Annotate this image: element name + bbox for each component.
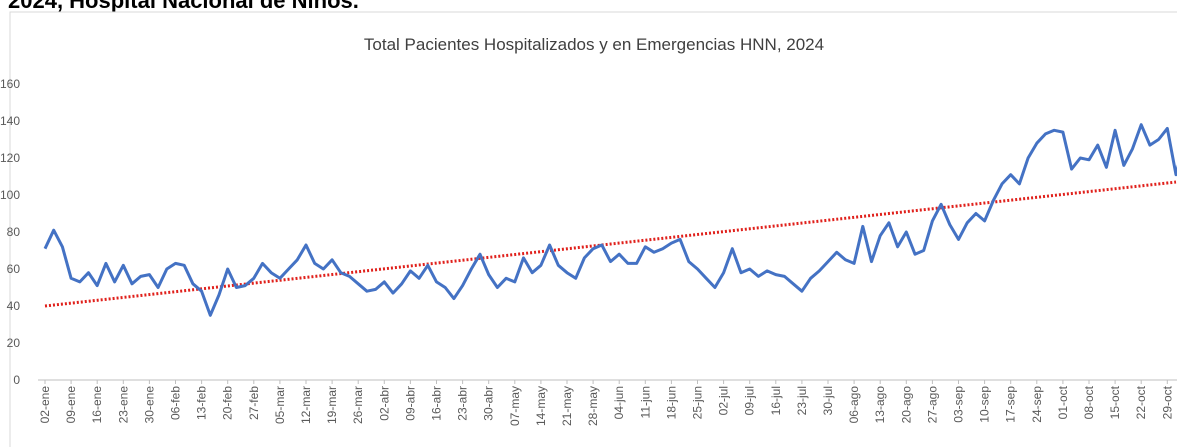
x-tick-label: 20-feb	[221, 386, 235, 420]
x-tick-label: 07-may	[508, 386, 522, 426]
x-tick-label: 16-jul	[769, 386, 783, 415]
data-line	[43, 123, 1177, 317]
y-tick-label: 80	[7, 225, 21, 239]
x-tick-label: 05-mar	[273, 386, 287, 424]
x-tick-label: 06-feb	[169, 386, 183, 420]
x-tick-label: 13-feb	[195, 386, 209, 420]
x-tick-label: 03-sep	[952, 386, 966, 423]
x-tick-label: 02-ene	[38, 386, 52, 424]
x-tick-label: 24-sep	[1030, 386, 1044, 423]
y-tick-label: 60	[7, 262, 21, 276]
x-tick-label: 08-oct	[1082, 385, 1096, 419]
x-tick-label: 10-sep	[978, 386, 992, 423]
x-tick-label: 18-jun	[664, 386, 678, 419]
x-tick-label: 02-abr	[377, 386, 391, 421]
chart-title: Total Pacientes Hospitalizados y en Emer…	[364, 35, 824, 54]
chart-frame	[9, 11, 1177, 447]
y-tick-label: 160	[0, 77, 20, 91]
x-tick-label: 29-oct	[1160, 385, 1174, 419]
x-tick-label: 23-ene	[116, 386, 130, 424]
y-tick-label: 20	[7, 336, 21, 350]
x-tick-label: 09-jul	[743, 386, 757, 415]
x-tick-label: 30-jul	[821, 386, 835, 415]
x-tick-label: 16-ene	[90, 386, 104, 424]
x-tick-label: 19-mar	[325, 386, 339, 424]
y-tick-label: 120	[0, 151, 20, 165]
x-tick-label: 14-may	[534, 386, 548, 426]
y-tick-label: 100	[0, 188, 20, 202]
x-tick-label: 09-abr	[403, 386, 417, 421]
x-tick-label: 02-jul	[717, 386, 731, 415]
trend-line	[44, 180, 1177, 308]
x-tick-label: 13-ago	[873, 386, 887, 424]
x-tick-label: 30-ene	[142, 386, 156, 424]
x-tick-label: 20-ago	[899, 386, 913, 424]
x-tick-label: 28-may	[586, 386, 600, 426]
x-tick-label: 27-feb	[247, 386, 261, 420]
x-tick-label: 17-sep	[1004, 386, 1018, 423]
y-tick-label: 140	[0, 114, 20, 128]
x-tick-label: 23-abr	[456, 386, 470, 421]
x-tick-label: 16-abr	[430, 386, 444, 421]
x-tick-label: 04-jun	[612, 386, 626, 419]
x-tick-label: 30-abr	[482, 386, 496, 421]
x-tick-label: 12-mar	[299, 386, 313, 424]
header-text: 2024, Hospital Nacional de Niños.	[8, 0, 359, 13]
x-tick-label: 22-oct	[1134, 385, 1148, 419]
y-tick-label: 40	[7, 299, 21, 313]
x-tick-label: 26-mar	[351, 386, 365, 424]
x-tick-label: 15-oct	[1108, 385, 1122, 419]
y-tick-label: 0	[13, 373, 20, 387]
x-tick-label: 11-jun	[638, 386, 652, 418]
x-tick-label: 01-oct	[1056, 385, 1070, 419]
x-tick-label: 09-ene	[64, 386, 78, 424]
x-tick-label: 27-ago	[925, 386, 939, 424]
x-tick-label: 25-jun	[691, 386, 705, 419]
x-tick-label: 06-ago	[847, 386, 861, 424]
x-tick-label: 21-may	[560, 386, 574, 426]
x-tick-label: 23-jul	[795, 386, 809, 415]
